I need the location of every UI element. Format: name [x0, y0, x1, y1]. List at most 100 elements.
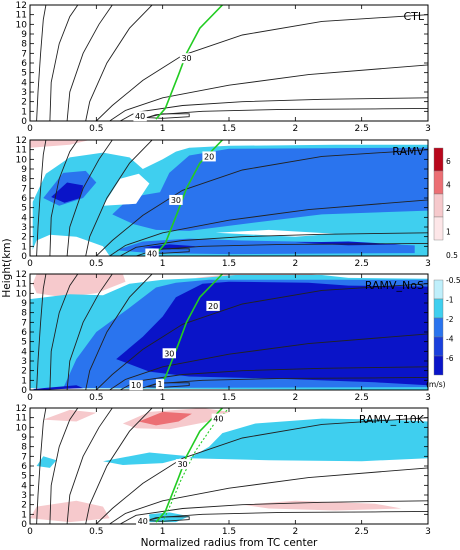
- contour-label: 20: [204, 152, 214, 161]
- y-tick-label: 12: [16, 1, 27, 11]
- shaded-region: [112, 147, 428, 231]
- x-tick-label: 2: [292, 259, 298, 269]
- y-tick-label: 1: [21, 510, 27, 520]
- shaded-region: [103, 452, 190, 465]
- y-tick-label: 2: [21, 233, 27, 243]
- y-tick-label: 6: [21, 462, 27, 472]
- y-tick-label: 7: [21, 452, 27, 462]
- wind-contour: [119, 232, 428, 256]
- x-tick-label: 0: [27, 393, 33, 403]
- wind-contour: [95, 14, 428, 121]
- x-tick-label: 2.5: [355, 259, 369, 269]
- x-tick-label: 0.5: [89, 527, 103, 537]
- wind-contour: [66, 274, 113, 390]
- y-tick-label: 10: [16, 155, 28, 165]
- y-tick-label: 12: [16, 136, 27, 146]
- wind-contour: [146, 113, 190, 119]
- y-tick-label: 12: [16, 404, 27, 414]
- y-tick-label: 3: [21, 357, 27, 367]
- shaded-region: [30, 140, 90, 148]
- colorbar-tick: 6: [446, 157, 451, 166]
- y-tick-label: 8: [21, 443, 27, 453]
- x-tick-label: 1.5: [222, 124, 236, 134]
- panel-title: RAMV_T10K: [359, 413, 425, 426]
- contour-label: 30: [171, 196, 181, 205]
- panel-title: RAMV_NoS: [365, 279, 424, 292]
- shaded-region: [142, 244, 196, 250]
- wind-contour: [66, 140, 113, 256]
- y-tick-label: 7: [21, 318, 27, 328]
- contour-label-bg: [145, 248, 159, 259]
- colorbar-tick: -6: [446, 354, 454, 363]
- colorbar-segment: [433, 279, 444, 300]
- wind-contour: [49, 140, 79, 256]
- colorbar-tick: 1: [446, 228, 451, 237]
- colorbar-segment: [433, 170, 444, 195]
- panel-2-contours: [36, 140, 428, 256]
- wind-contour: [66, 5, 113, 121]
- y-tick-label: 10: [16, 289, 28, 299]
- contour-label: 40: [138, 517, 148, 526]
- colorbar-unit: (m/s): [426, 380, 446, 389]
- panel-title: CTL: [403, 10, 424, 23]
- contour-label-bg: [133, 111, 147, 122]
- colorbar-segment: [433, 336, 444, 357]
- contour-label-bg: [129, 380, 143, 391]
- wind-contour: [109, 64, 428, 121]
- wind-contour: [135, 107, 428, 121]
- wind-contour: [85, 140, 153, 256]
- y-tick-label: 6: [21, 194, 27, 204]
- x-tick-label: 2.5: [355, 527, 369, 537]
- x-tick-label: 1: [160, 393, 166, 403]
- y-tick-label: 9: [21, 30, 27, 40]
- x-tick-label: 2.5: [355, 393, 369, 403]
- x-tick-label: 0: [27, 527, 33, 537]
- colorbar-tick: -2: [446, 315, 454, 324]
- contour-label: 1: [157, 380, 162, 389]
- shaded-region: [138, 411, 192, 426]
- x-tick-label: 1: [160, 259, 166, 269]
- wind-contour: [36, 140, 47, 256]
- x-tick-label: 1.5: [222, 393, 236, 403]
- shaded-region: [36, 456, 57, 468]
- contour-label: 30: [181, 54, 191, 63]
- contour-label-bg: [179, 53, 194, 64]
- rmw-line: [155, 5, 223, 120]
- x-tick-label: 2: [292, 124, 298, 134]
- colorbar-tick: 0.5: [446, 251, 458, 260]
- y-tick-label: 6: [21, 328, 27, 338]
- colorbar-segment: [433, 355, 444, 376]
- x-tick-label: 0.5: [89, 259, 103, 269]
- y-tick-label: 4: [21, 481, 27, 491]
- x-tick-label: 3: [425, 124, 431, 134]
- wind-contour: [49, 408, 79, 524]
- contour-label-bg: [175, 459, 190, 470]
- rmw-line: [155, 274, 223, 389]
- y-tick-label: 5: [21, 472, 27, 482]
- x-tick-label: 0.5: [89, 124, 103, 134]
- wind-contour: [49, 5, 79, 121]
- wind-contour: [85, 5, 153, 121]
- panel-2-shading: [30, 140, 428, 256]
- colorbar-tick: -1: [446, 296, 454, 305]
- shaded-region: [30, 500, 110, 523]
- x-tick-label: 2: [292, 527, 298, 537]
- rmw-line: [155, 408, 223, 523]
- contour-label-bg: [155, 379, 165, 390]
- y-tick-label: 2: [21, 367, 27, 377]
- y-tick-label: 5: [21, 69, 27, 79]
- y-tick-label: 1: [21, 107, 27, 117]
- y-tick-label: 2: [21, 501, 27, 511]
- contour-label: 40: [213, 415, 223, 424]
- y-tick-label: 1: [21, 242, 27, 252]
- y-tick-label: 4: [21, 213, 27, 223]
- y-tick-label: 9: [21, 433, 27, 443]
- x-tick-label: 3: [425, 259, 431, 269]
- y-tick-label: 11: [16, 11, 27, 21]
- contour-label: 30: [164, 349, 174, 358]
- colorbar-tick: 2: [446, 204, 451, 213]
- y-tick-label: 6: [21, 59, 27, 69]
- contour-label-bg: [136, 516, 150, 527]
- shaded-region: [189, 418, 428, 462]
- x-tick-label: 1: [160, 124, 166, 134]
